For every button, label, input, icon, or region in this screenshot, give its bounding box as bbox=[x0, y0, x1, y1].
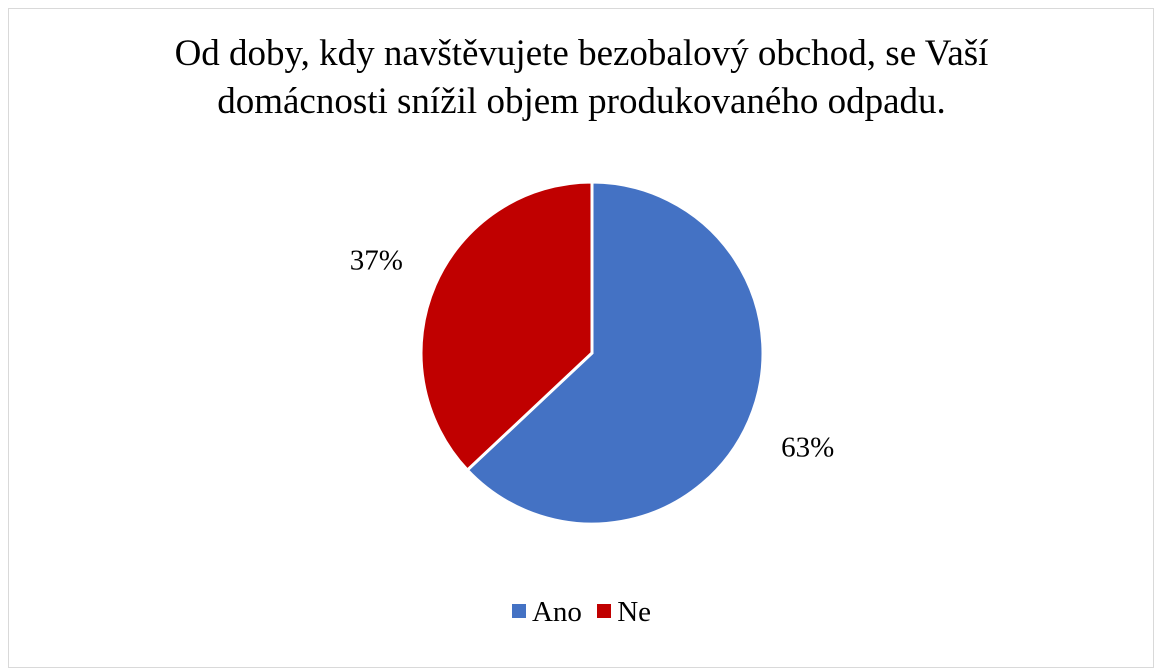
legend-item-ne: Ne bbox=[597, 592, 651, 632]
chart-title-line-2: domácnosti snížil objem produkovaného od… bbox=[217, 81, 946, 122]
pie-chart: 63% 37% bbox=[350, 180, 834, 526]
legend: Ano Ne bbox=[0, 592, 1163, 632]
data-label-ne: 37% bbox=[350, 245, 403, 277]
chart-title-line-1: Od doby, kdy navštěvujete bezobalový obc… bbox=[174, 33, 989, 74]
pie-slice-ne bbox=[419, 180, 594, 473]
chart-title: Od doby, kdy navštěvujete bezobalový obc… bbox=[0, 30, 1163, 126]
legend-item-ano: Ano bbox=[511, 592, 582, 632]
pie-slice-ano bbox=[465, 180, 765, 526]
legend-swatch-ne bbox=[597, 604, 612, 618]
legend-label-ano: Ano bbox=[531, 596, 582, 628]
legend-label-ne: Ne bbox=[617, 596, 652, 628]
data-label-ano: 63% bbox=[781, 431, 834, 463]
legend-swatch-ano bbox=[511, 604, 526, 618]
